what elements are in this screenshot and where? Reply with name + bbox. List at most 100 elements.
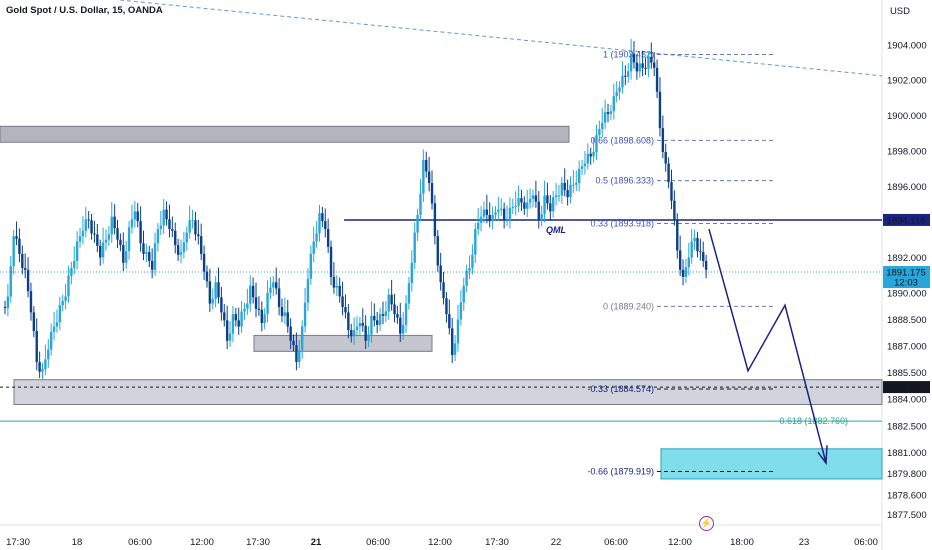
candle-body — [387, 294, 390, 312]
demand-zone-bottom — [13, 379, 883, 406]
candle-body — [176, 245, 180, 255]
candle-body — [390, 294, 393, 305]
x-tick-label: 21 — [311, 537, 322, 548]
candle-body — [249, 285, 252, 304]
candle-body — [635, 62, 639, 72]
candle-body — [592, 152, 595, 157]
fib-level-label: 1 (1903.452) — [603, 50, 654, 60]
candle-body — [315, 233, 318, 242]
candle-body — [81, 230, 85, 237]
candle-body — [289, 326, 292, 341]
y-tick-label: 1884.000 — [887, 395, 927, 406]
candle-body — [260, 309, 263, 323]
candle-body — [575, 183, 578, 185]
candle-body — [702, 252, 705, 261]
candle-body — [474, 229, 477, 255]
candle-body — [595, 135, 598, 153]
candle-body — [306, 278, 310, 303]
projection-path — [708, 228, 827, 464]
candle-body — [355, 326, 359, 331]
candle-body — [298, 350, 301, 362]
candle-body — [197, 234, 200, 237]
candle-body — [678, 250, 682, 270]
candle-body — [430, 183, 434, 204]
candle-body — [494, 212, 497, 215]
candle-body — [153, 243, 157, 270]
candle-body — [528, 198, 532, 203]
candle-body — [70, 268, 73, 277]
candle-body — [257, 308, 261, 310]
candle-body — [326, 229, 330, 247]
candle-body — [448, 314, 451, 329]
candle-body — [462, 285, 465, 303]
support-price-tag: 1884.683 — [886, 383, 926, 394]
candle-body — [696, 237, 699, 252]
candle-body — [378, 314, 382, 325]
candle-body — [393, 304, 396, 315]
candle-body — [205, 271, 209, 282]
y-tick-label: 1902.000 — [887, 76, 927, 87]
candle-body — [96, 234, 99, 246]
candle-body — [497, 209, 500, 213]
candle-body — [563, 183, 566, 191]
candle-body — [101, 242, 105, 258]
y-tick-label: 1892.000 — [887, 253, 927, 264]
candle-body — [283, 312, 287, 316]
candle-body — [179, 252, 183, 255]
x-tick-label: 12:00 — [428, 537, 452, 548]
y-tick-label: 1888.500 — [887, 315, 927, 326]
candle-body — [246, 303, 249, 309]
candle-body — [133, 211, 137, 220]
candle-body — [159, 225, 163, 230]
candle-body — [589, 153, 592, 157]
candle-body — [332, 276, 336, 288]
candle-body — [673, 200, 676, 220]
candle-body — [182, 242, 186, 253]
candle-body — [9, 266, 12, 297]
candle-body — [647, 57, 650, 69]
candle-body — [295, 345, 298, 362]
candle-body — [156, 229, 160, 244]
y-tick-label: 1904.000 — [887, 40, 927, 51]
candle-body — [225, 320, 229, 341]
y-tick-label: 1890.000 — [887, 288, 927, 299]
candle-body — [410, 262, 414, 284]
candle-body — [318, 213, 321, 234]
last-price-tag-bg — [883, 266, 930, 289]
candle-body — [99, 245, 102, 258]
candle-body — [237, 320, 240, 327]
fib-level-label: 0.66 (1898.608) — [590, 135, 654, 145]
candle-body — [38, 361, 41, 372]
candle-body — [517, 198, 520, 207]
candle-body — [598, 128, 601, 136]
candle-body — [601, 122, 604, 129]
candle-body — [73, 260, 76, 269]
candle-body — [338, 285, 341, 297]
candle-body — [641, 63, 644, 68]
candle-body — [329, 246, 333, 277]
candle-body — [358, 323, 362, 327]
supply-zone — [0, 125, 570, 143]
candle-body — [422, 159, 425, 194]
candle-body — [549, 203, 552, 212]
candle-body — [251, 285, 255, 298]
lightning-icon[interactable]: ⚡ — [699, 516, 714, 531]
candle-body — [603, 112, 607, 123]
candle-body — [110, 216, 113, 235]
candle-body — [263, 314, 266, 323]
x-tick-label: 06:00 — [128, 537, 152, 548]
candle-body — [413, 232, 416, 263]
candle-body — [321, 213, 324, 222]
candle-body — [396, 314, 399, 318]
candle-body — [399, 317, 402, 334]
candle-body — [223, 312, 226, 321]
candle-body — [523, 202, 526, 209]
candle-body — [690, 241, 693, 258]
candle-body — [488, 214, 491, 222]
fib-level-label: 0.618 (1882.760) — [779, 416, 848, 426]
candle-body — [194, 220, 197, 235]
candle-body — [127, 227, 131, 252]
candle-body — [439, 265, 442, 283]
candle-body — [29, 291, 33, 313]
